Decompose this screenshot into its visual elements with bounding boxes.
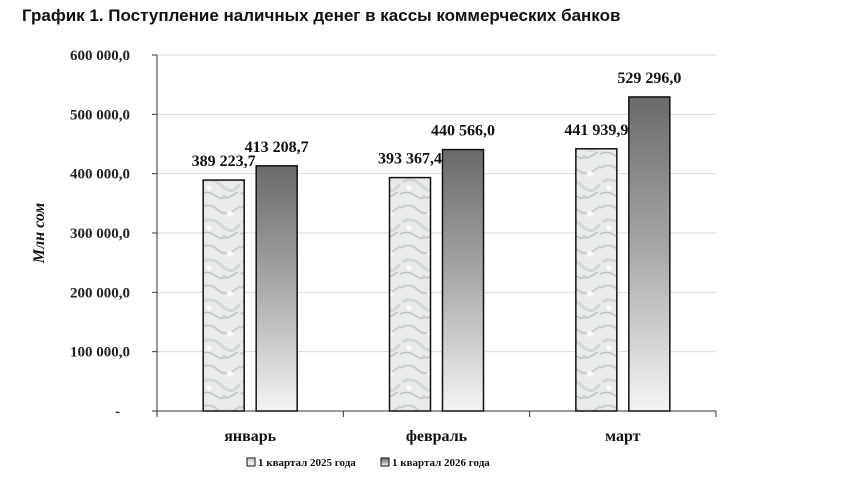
legend-label: 1 квартал 2025 года	[258, 457, 356, 469]
bar-2026-0	[255, 165, 298, 412]
bar-2025-1	[388, 176, 432, 412]
y-tick-label: 400 000,0	[70, 167, 130, 183]
bar-2025-2	[575, 148, 618, 412]
bar-2025-0	[202, 179, 245, 412]
x-tick-label: февраль	[406, 428, 468, 445]
chart-title: График 1. Поступление наличных денег в к…	[22, 6, 621, 25]
data-label: 529 296,0	[617, 70, 681, 87]
y-tick-label: 100 000,0	[70, 345, 130, 361]
x-tick-label: январь	[224, 428, 276, 445]
bar-2026-2	[628, 96, 671, 412]
y-tick-label: 300 000,0	[70, 226, 130, 242]
legend-label: 1 квартал 2026 года	[392, 457, 490, 469]
data-label: 389 223,7	[192, 153, 256, 170]
data-label: 441 939,9	[564, 122, 628, 139]
legend-swatch-2025	[246, 457, 256, 467]
legend-swatch-2026	[380, 457, 390, 467]
y-tick-label: 500 000,0	[70, 107, 130, 123]
data-label: 413 208,7	[245, 139, 309, 156]
y-tick-label: -	[115, 404, 120, 420]
y-tick-label: 200 000,0	[70, 285, 130, 301]
data-label: 440 566,0	[431, 123, 495, 140]
data-label: 393 367,4	[378, 151, 442, 168]
bar-2026-1	[441, 148, 485, 412]
y-tick-label: 600 000,0	[70, 48, 130, 64]
y-axis-label: Млн сом	[31, 203, 48, 264]
x-tick-label: март	[605, 428, 640, 445]
